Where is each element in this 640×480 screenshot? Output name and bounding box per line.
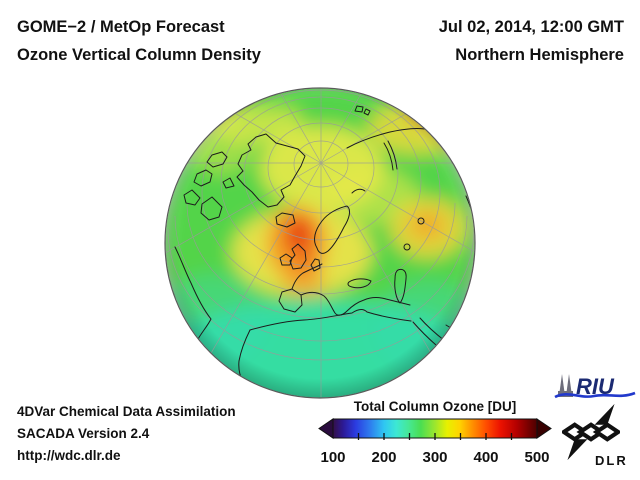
colorbar-right-arrow bbox=[536, 418, 552, 439]
version-label: SACADA Version 2.4 bbox=[17, 426, 150, 441]
tick-label-200: 200 bbox=[371, 449, 397, 466]
dlr-logo-text: DLR bbox=[595, 453, 628, 468]
tick-label-400: 400 bbox=[473, 449, 499, 466]
riu-logo: RIU bbox=[554, 374, 636, 399]
colorbar bbox=[318, 418, 552, 440]
colorbar-title: Total Column Ozone [DU] bbox=[353, 399, 517, 414]
colorbar-tick-labels: 100 200 300 400 500 bbox=[318, 449, 552, 467]
region-label: Northern Hemisphere bbox=[455, 46, 624, 64]
dlr-star-icon bbox=[560, 403, 622, 461]
dlr-logo: DLR bbox=[560, 403, 632, 475]
tick-label-300: 300 bbox=[422, 449, 448, 466]
tick-label-100: 100 bbox=[320, 449, 346, 466]
product-title: GOME−2 / MetOp Forecast bbox=[17, 18, 225, 36]
url-label: http://wdc.dlr.de bbox=[17, 448, 121, 463]
header-left: GOME−2 / MetOp Forecast Ozone Vertical C… bbox=[17, 13, 261, 69]
globe-rim bbox=[164, 87, 476, 399]
assimilation-label: 4DVar Chemical Data Assimilation bbox=[17, 404, 236, 419]
river-wave-icon bbox=[554, 391, 636, 399]
footer-credits: 4DVar Chemical Data Assimilation SACADA … bbox=[17, 401, 236, 467]
quantity-title: Ozone Vertical Column Density bbox=[17, 46, 261, 64]
datetime-label: Jul 02, 2014, 12:00 GMT bbox=[438, 18, 624, 36]
colorbar-tick-marks bbox=[357, 433, 513, 440]
colorbar-left-arrow bbox=[318, 418, 334, 439]
tick-label-500: 500 bbox=[524, 449, 550, 466]
header-right: Jul 02, 2014, 12:00 GMT Northern Hemisph… bbox=[439, 13, 624, 69]
colorbar-panel: Total Column Ozone [DU] bbox=[318, 399, 552, 467]
